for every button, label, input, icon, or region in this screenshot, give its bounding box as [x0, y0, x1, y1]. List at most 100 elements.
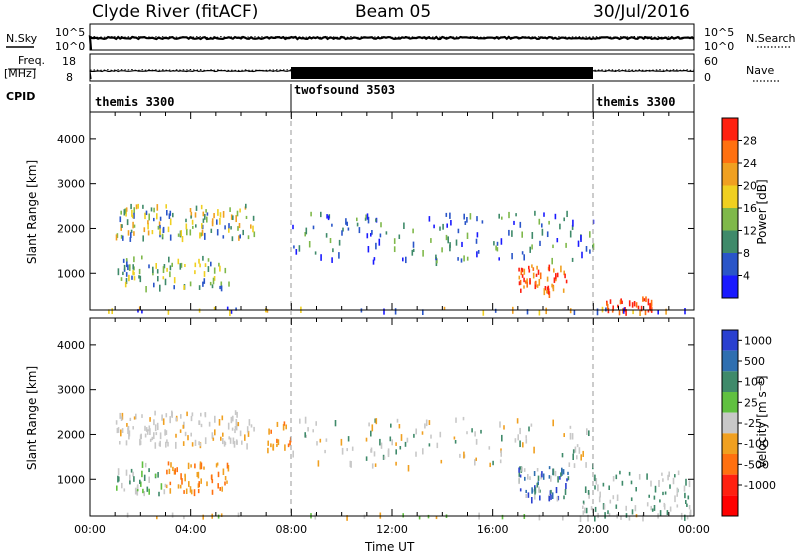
- echo-cell: [576, 455, 578, 460]
- echo-cell: [367, 246, 370, 253]
- echo-cell: [190, 489, 193, 495]
- echo-cell: [379, 438, 381, 446]
- echo-cell: [153, 419, 155, 426]
- echo-cell: [587, 514, 589, 522]
- echo-cell: [138, 268, 141, 275]
- echo-cell: [435, 516, 438, 520]
- echo-cell: [200, 204, 203, 210]
- echo-cell: [199, 442, 201, 447]
- echo-cell: [179, 263, 182, 270]
- echo-cell: [677, 470, 680, 476]
- echo-cell: [572, 219, 574, 227]
- echo-cell: [501, 514, 504, 520]
- echo-cell: [683, 485, 686, 492]
- echo-cell: [430, 434, 432, 439]
- echo-cell: [566, 210, 568, 218]
- echo-cell: [556, 238, 559, 243]
- echo-cell: [252, 225, 254, 233]
- echo-cell: [129, 237, 132, 242]
- echo-cell: [127, 425, 130, 431]
- echo-cell: [536, 265, 538, 270]
- echo-cell: [606, 302, 608, 306]
- echo-cell: [150, 207, 153, 212]
- echo-cell: [412, 228, 414, 234]
- echo-cell: [194, 439, 197, 446]
- colorbar-tick-label: 28: [743, 135, 757, 148]
- echo-cell: [580, 454, 582, 461]
- echo-cell: [453, 436, 456, 440]
- echo-cell: [202, 514, 204, 520]
- echo-cell: [666, 510, 669, 516]
- echo-cell: [398, 424, 401, 429]
- echo-cell: [611, 308, 614, 313]
- echo-cell: [594, 515, 596, 522]
- echo-cell: [222, 432, 224, 437]
- echo-cell: [535, 280, 537, 288]
- colorbar-tick-label: 12: [743, 225, 757, 238]
- echo-cell: [179, 429, 182, 433]
- echo-cell: [239, 234, 241, 239]
- echo-cell: [599, 491, 601, 498]
- echo-cell: [496, 247, 499, 252]
- echo-cell: [422, 309, 424, 316]
- echo-cell: [532, 267, 535, 271]
- echo-cell: [552, 285, 555, 292]
- echo-cell: [180, 414, 182, 419]
- echo-cell: [630, 497, 633, 502]
- echo-cell: [320, 254, 322, 261]
- echo-cell: [518, 467, 520, 473]
- echo-cell: [201, 223, 203, 229]
- echo-cell: [216, 229, 219, 236]
- echo-cell: [579, 515, 582, 522]
- echo-cell: [663, 504, 666, 510]
- echo-cell: [132, 270, 134, 275]
- echo-cell: [317, 460, 320, 467]
- echo-cell: [200, 478, 202, 484]
- echo-cell: [327, 215, 330, 221]
- echo-cell: [553, 277, 556, 283]
- echo-cell: [137, 203, 139, 209]
- echo-cell: [316, 441, 318, 446]
- noise-tick-top-right: 10^5: [704, 26, 734, 39]
- echo-cell: [228, 281, 230, 287]
- echo-cell: [238, 235, 240, 241]
- echo-cell: [184, 431, 187, 437]
- echo-cell: [200, 423, 203, 428]
- echo-cell: [578, 447, 581, 454]
- echo-cell: [237, 422, 240, 427]
- echo-cell: [571, 224, 574, 230]
- echo-cell: [153, 207, 155, 213]
- echo-cell: [646, 502, 649, 507]
- echo-cell: [132, 426, 134, 430]
- echo-cell: [594, 506, 597, 512]
- echo-cell: [461, 241, 463, 248]
- echo-cell: [538, 486, 540, 493]
- echo-cell: [202, 218, 205, 223]
- echo-cell: [346, 515, 348, 521]
- echo-cell: [154, 424, 157, 432]
- echo-cell: [219, 218, 221, 225]
- echo-cell: [200, 232, 202, 237]
- echo-cell: [138, 306, 141, 311]
- echo-cell: [475, 438, 478, 445]
- echo-cell: [253, 231, 256, 238]
- echo-cell: [128, 274, 130, 282]
- echo-cell: [531, 497, 533, 504]
- echo-cell: [475, 457, 477, 461]
- echo-cell: [587, 490, 590, 495]
- echo-cell: [194, 262, 197, 268]
- echo-cell: [433, 224, 435, 229]
- echo-cell: [608, 512, 611, 517]
- echo-cell: [351, 446, 354, 451]
- echo-cell: [152, 266, 154, 274]
- echo-cell: [131, 209, 133, 217]
- echo-cell: [539, 495, 541, 501]
- echo-cell: [524, 476, 526, 481]
- echo-cell: [525, 489, 527, 494]
- echo-cell: [232, 215, 234, 221]
- echo-cell: [435, 254, 437, 260]
- echo-cell: [563, 495, 565, 500]
- echo-cell: [245, 215, 248, 220]
- echo-cell: [183, 515, 185, 520]
- echo-cell: [131, 275, 133, 280]
